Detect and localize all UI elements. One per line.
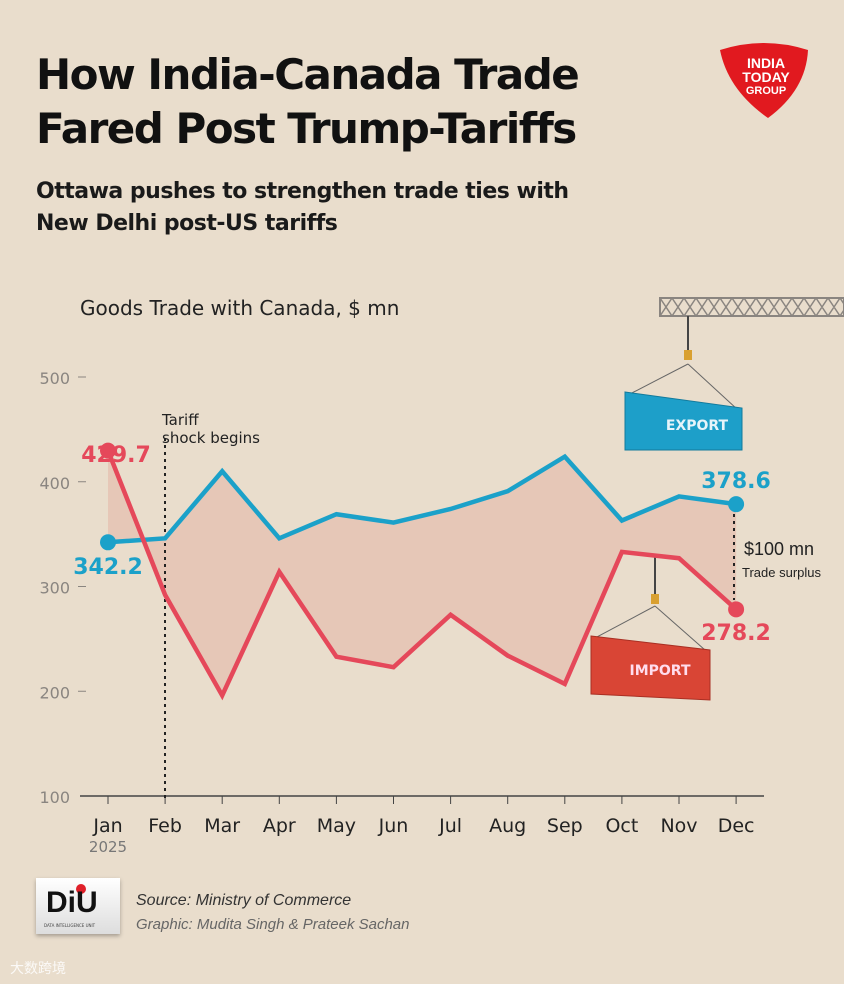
year-label: 2025 [89,838,127,856]
svg-text:GROUP: GROUP [746,85,786,97]
import-end-label: 278.2 [701,621,771,646]
y-tick-label: 200 [39,683,70,702]
crane-illustration: EXPORT IMPORT [590,297,844,701]
subtitle: Ottawa pushes to strengthen trade ties w… [36,176,569,240]
import-line [105,449,738,701]
x-tick-label: Jul [438,815,462,837]
export-start-label: 342.2 [73,555,143,580]
diu-logo: DiU DATA INTELLIGENCE UNIT [36,878,120,934]
import-endpoint [100,442,116,459]
x-tick-label: Sep [547,815,583,837]
subtitle-line-1: Ottawa pushes to strengthen trade ties w… [36,179,569,204]
export-endpoint [100,534,116,551]
y-tick-label: 300 [39,579,70,598]
page-title: How India-Canada Trade Fared Post Trump-… [36,48,580,156]
import-endpoint [728,601,745,618]
x-tick-label: Aug [489,815,526,837]
x-tick-label: Nov [660,815,697,837]
export-end-label: 378.6 [701,469,771,494]
y-tick-label: 400 [39,474,70,493]
subtitle-line-2: New Delhi post-US tariffs [36,211,338,236]
title-line-1: How India-Canada Trade [36,50,580,99]
x-tick-label: Jun [378,815,409,837]
y-tick-label: 100 [39,788,70,807]
x-tick-label: Feb [148,815,182,837]
tariff-label-2: shock begins [162,429,260,447]
watermark: 大数跨境 [10,961,66,977]
tariff-label-1: Tariff [161,411,199,429]
svg-text:TODAY: TODAY [742,69,790,85]
x-tick-label: Dec [718,815,755,837]
x-tick-label: May [317,815,356,837]
y-tick-label: 500 [39,369,70,388]
svg-text:INDIA: INDIA [747,55,785,71]
chart-title: Goods Trade with Canada, $ mn [80,296,400,320]
export-container-label: EXPORT [666,418,729,434]
graphic-credit: Graphic: Mudita Singh & Prateek Sachan [136,916,410,933]
india-today-logo: INDIA TODAY GROUP [720,43,808,118]
diu-dot-icon [76,884,86,894]
x-tick-label: Apr [263,815,296,837]
trade-gap-area [108,450,737,696]
export-endpoint [728,496,745,513]
import-container-label: IMPORT [629,663,690,679]
surplus-value: $100 mn [744,539,814,559]
x-tick-label: Jan [92,815,122,837]
title-line-2: Fared Post Trump-Tariffs [36,104,577,153]
source-text: Source: Ministry of Commerce [136,892,352,909]
export-line [107,453,737,545]
x-tick-label: Mar [204,815,240,837]
surplus-label: Trade surplus [742,565,821,580]
x-tick-label: Oct [605,815,638,837]
import-start-label: 429.7 [81,443,151,468]
